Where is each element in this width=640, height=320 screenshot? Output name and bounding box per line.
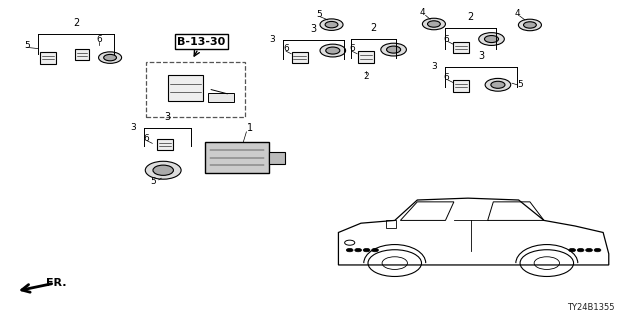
Text: 6: 6: [444, 73, 449, 82]
Bar: [40, 52, 56, 64]
Text: 5: 5: [517, 80, 522, 89]
Bar: [292, 52, 307, 63]
Bar: [453, 42, 468, 53]
Bar: [358, 51, 374, 63]
Circle shape: [364, 248, 370, 252]
Circle shape: [518, 19, 541, 31]
Text: 3: 3: [269, 36, 275, 44]
Circle shape: [577, 248, 584, 252]
Bar: [205, 142, 269, 173]
Circle shape: [320, 44, 346, 57]
Text: FR.: FR.: [46, 278, 67, 288]
Text: 3: 3: [310, 24, 317, 34]
Circle shape: [569, 248, 575, 252]
Circle shape: [145, 161, 181, 179]
Text: 2: 2: [364, 72, 369, 81]
Text: 6: 6: [444, 35, 449, 44]
Text: 6: 6: [349, 44, 355, 53]
Circle shape: [153, 165, 173, 175]
Circle shape: [372, 248, 378, 252]
Circle shape: [355, 248, 362, 252]
Circle shape: [485, 78, 511, 91]
Text: 6: 6: [284, 44, 289, 53]
Circle shape: [428, 21, 440, 27]
Text: 6: 6: [97, 36, 102, 44]
Bar: [157, 139, 173, 150]
Text: 2: 2: [467, 12, 474, 22]
Circle shape: [491, 81, 505, 88]
Bar: [168, 75, 203, 101]
Bar: [453, 80, 468, 92]
Text: TY24B1355: TY24B1355: [567, 303, 614, 312]
Bar: [208, 93, 234, 102]
Bar: [269, 151, 285, 164]
Circle shape: [104, 54, 116, 61]
Circle shape: [381, 43, 406, 56]
Circle shape: [422, 18, 445, 30]
Circle shape: [326, 47, 340, 54]
Text: 5: 5: [24, 41, 29, 50]
Text: 4: 4: [515, 9, 520, 18]
Text: 2: 2: [370, 23, 376, 33]
Text: 3: 3: [478, 51, 484, 61]
Circle shape: [99, 52, 122, 63]
Circle shape: [594, 248, 601, 252]
Text: B-13-30: B-13-30: [177, 36, 226, 47]
Bar: [146, 62, 244, 117]
Circle shape: [484, 36, 499, 43]
Bar: [75, 49, 89, 60]
Circle shape: [346, 248, 353, 252]
Circle shape: [479, 33, 504, 45]
Text: 2: 2: [73, 18, 79, 28]
Circle shape: [524, 22, 536, 28]
Text: 5: 5: [151, 177, 156, 186]
Text: 1: 1: [246, 123, 253, 133]
Text: 5: 5: [316, 10, 321, 19]
Circle shape: [387, 46, 401, 53]
Text: 3: 3: [164, 112, 170, 122]
Circle shape: [586, 248, 593, 252]
Text: 3: 3: [431, 62, 437, 71]
Text: 3: 3: [130, 124, 136, 132]
Text: 4: 4: [420, 8, 425, 17]
Text: 6: 6: [143, 134, 148, 143]
Circle shape: [325, 21, 338, 28]
Bar: [387, 220, 396, 228]
Circle shape: [320, 19, 343, 30]
